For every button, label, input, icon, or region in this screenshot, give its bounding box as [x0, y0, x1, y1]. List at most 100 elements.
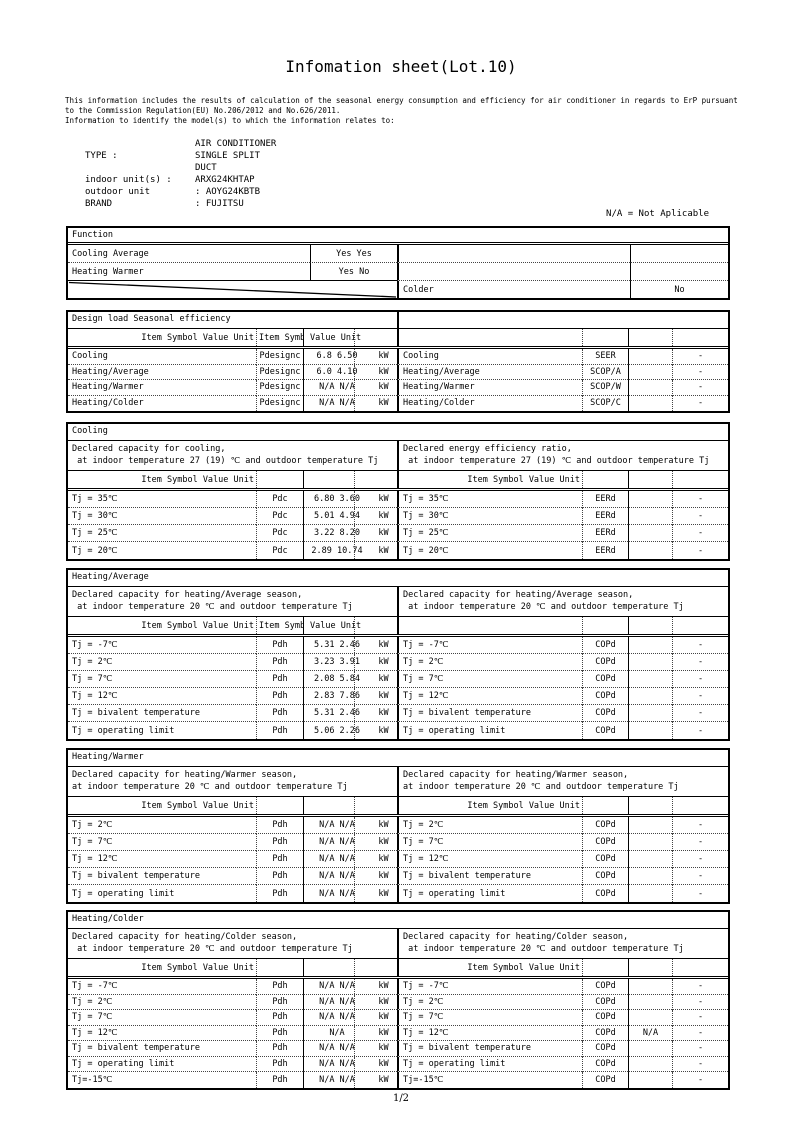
row-label-cell-right: Tj = 7℃	[397, 1010, 582, 1026]
right-subtitle: Declared capacity for heating/Colder sea…	[397, 929, 728, 958]
value-text: 6.8 6.50	[316, 351, 358, 362]
symbol-cell-right: COPd	[582, 817, 628, 834]
row-label-cell: Tj = -7℃	[68, 979, 256, 995]
row-label-cell: Tj = -7℃	[68, 637, 256, 654]
table-row: Heating Warmer Yes No	[68, 263, 728, 281]
extra-value-cell	[628, 1072, 672, 1088]
row-label-cell: Tj = bivalent temperature	[68, 705, 256, 722]
row-label-cell: Tj = operating limit	[68, 1057, 256, 1072]
column-header-row: Item Symbol Value Unit Item Symbo Value …	[68, 617, 728, 637]
dash-cell: -	[672, 994, 728, 1010]
column-header-symbol	[256, 797, 303, 814]
intro-paragraph: This information includes the results of…	[65, 96, 745, 126]
column-header-left: Item Symbol Value Unit	[141, 620, 254, 631]
value-cell: 5.06 2.26 kW	[303, 722, 397, 739]
extra-value-cell	[628, 654, 672, 671]
right-subtitle-line1: Declared capacity for heating/Average se…	[403, 590, 634, 600]
diagonal-strike-cell	[68, 281, 397, 298]
column-header-right: Item Symbol Value Unit	[397, 471, 582, 488]
value-column-divider	[354, 1072, 355, 1088]
left-subtitle-line1: Declared capacity for heating/Average se…	[72, 590, 303, 600]
extra-value-cell	[628, 637, 672, 654]
value-column-divider	[354, 491, 355, 507]
row-label-cell: Cooling	[68, 349, 256, 365]
value-text: 2.89 10.74	[311, 545, 363, 556]
table-row: Tj = 2℃ Pdh 3.23 3.91 kW Tj = 2℃ COPd -	[68, 654, 728, 671]
value-column-divider	[354, 349, 355, 364]
value-cell: N/A N/A kW	[303, 885, 397, 902]
right-subtitle-line2: at indoor temperature 20 ℃ and outdoor t…	[403, 944, 684, 954]
row-label-cell-right: Tj = 12℃	[397, 851, 582, 868]
symbol-cell-right: COPd	[582, 979, 628, 995]
model-info-row: outdoor unit : AOYG24KBTB	[85, 186, 276, 198]
column-header-rdash	[672, 471, 728, 488]
value-column-divider	[354, 817, 355, 833]
row-label-cell: Tj = 2℃	[68, 817, 256, 834]
value-cell: 2.08 5.84 kW	[303, 671, 397, 688]
row-label-cell-right: Tj = operating limit	[397, 1056, 582, 1072]
right-subtitle-line1: Declared capacity for heating/Warmer sea…	[403, 770, 629, 780]
unit-label: kW	[378, 366, 389, 377]
unit-label: kW	[378, 708, 389, 718]
symbol-cell: Pdh	[256, 671, 303, 688]
extra-value-cell	[628, 979, 672, 995]
symbol-cell: Pdh	[256, 1072, 303, 1088]
dash-cell: -	[672, 1025, 728, 1041]
table-row: Tj = operating limit Pdh N/A N/A kW Tj =…	[68, 885, 728, 902]
symbol-cell-right: COPd	[582, 1056, 628, 1072]
column-header-right: Item Symbol Value Unit	[397, 797, 582, 814]
value-text: 3.23 3.91	[313, 657, 361, 667]
extra-value-cell	[628, 817, 672, 834]
dash-cell: -	[672, 1072, 728, 1088]
column-header-rsymbol	[582, 329, 628, 346]
symbol-cell-right: SCOP/C	[582, 395, 628, 411]
column-header-left: Item Symbol Value Unit	[141, 962, 254, 973]
value-cell: N/A N/A kW	[303, 1010, 397, 1026]
unit-label: kW	[378, 511, 389, 521]
dash-cell: -	[672, 885, 728, 902]
row-label-cell: Tj = 7℃	[68, 671, 256, 688]
row-label-cell: Tj = 12℃	[68, 851, 256, 868]
model-info-value: ARXG24KHTAP	[195, 175, 255, 185]
dash-cell: -	[672, 1041, 728, 1057]
unit-label: kW	[378, 981, 389, 992]
symbol-cell: Pdc	[256, 508, 303, 525]
row-label-cell-right: Tj = 7℃	[397, 671, 582, 688]
row-label-cell: Tj = 20℃	[72, 545, 118, 556]
table-row: Tj = 7℃ Pdh N/A N/A kW Tj = 7℃ COPd -	[68, 834, 728, 851]
value-column-divider	[354, 868, 355, 884]
symbol-cell: Pdesignc	[256, 364, 303, 380]
symbol-cell: Pdh	[256, 834, 303, 851]
dash-cell: -	[672, 542, 728, 559]
extra-value-cell	[628, 705, 672, 722]
value-column-divider	[354, 1041, 355, 1056]
value-text: N/A N/A	[319, 382, 355, 393]
value-column-divider	[354, 885, 355, 902]
extra-value-cell	[628, 688, 672, 705]
function-label-cell: Heating Warmer	[68, 263, 310, 281]
symbol-cell: Pdh	[256, 1025, 303, 1041]
table-row: Heating/Average Pdesignc 6.0 4.10 kW Hea…	[68, 364, 728, 380]
unit-label: kW	[378, 640, 389, 650]
symbol-cell: Pdesignc	[256, 380, 303, 396]
value-cell: N/A N/A kW	[303, 817, 397, 834]
value-text: 6.0 4.10	[316, 366, 358, 377]
table-row: Tj = 7℃ Pdh N/A N/A kW Tj = 7℃ COPd -	[68, 1010, 728, 1026]
unit-label: kW	[378, 871, 389, 881]
function-table-header: Function	[68, 228, 728, 245]
value-cell: 2.89 10.74 kW	[303, 542, 397, 559]
heating-colder-table: Heating/Colder Declared capacity for hea…	[66, 910, 730, 1090]
dash-cell: -	[672, 817, 728, 834]
row-label-cell-right: Tj = bivalent temperature	[397, 1041, 582, 1057]
value-cell: 5.31 2.46 kW	[303, 637, 397, 654]
function-right-label-cell: Colder	[397, 281, 630, 298]
table-row: Tj = -7℃ Pdh N/A N/A kW Tj = -7℃ COPd -	[68, 979, 728, 995]
column-header-left: Item Symbol Value Unit	[141, 800, 254, 811]
value-cell: 6.8 6.50 kW	[303, 349, 397, 365]
column-header-left: Item Symbol Value Unit	[141, 332, 254, 343]
extra-value-cell	[628, 1056, 672, 1072]
value-column-divider	[354, 959, 355, 976]
column-header-symbol: Item Symbo	[256, 329, 303, 346]
row-label-cell: Heating/Colder	[72, 398, 144, 409]
unit-label: kW	[378, 820, 389, 830]
